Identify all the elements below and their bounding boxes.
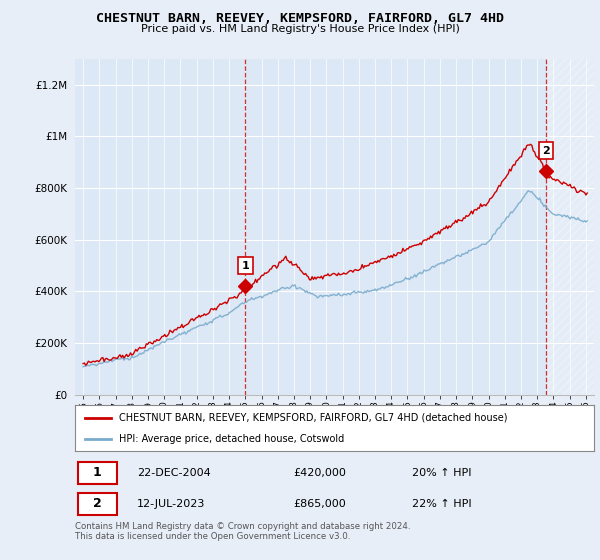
Text: Price paid vs. HM Land Registry's House Price Index (HPI): Price paid vs. HM Land Registry's House … bbox=[140, 24, 460, 34]
Text: CHESTNUT BARN, REEVEY, KEMPSFORD, FAIRFORD, GL7 4HD (detached house): CHESTNUT BARN, REEVEY, KEMPSFORD, FAIRFO… bbox=[119, 413, 508, 423]
Text: 22-DEC-2004: 22-DEC-2004 bbox=[137, 468, 211, 478]
Text: 12-JUL-2023: 12-JUL-2023 bbox=[137, 499, 206, 509]
Text: 22% ↑ HPI: 22% ↑ HPI bbox=[412, 499, 472, 509]
Text: 1: 1 bbox=[92, 466, 101, 479]
Text: 1: 1 bbox=[241, 260, 249, 270]
Text: £420,000: £420,000 bbox=[293, 468, 346, 478]
Text: Contains HM Land Registry data © Crown copyright and database right 2024.
This d: Contains HM Land Registry data © Crown c… bbox=[75, 522, 410, 542]
Text: £865,000: £865,000 bbox=[293, 499, 346, 509]
Text: CHESTNUT BARN, REEVEY, KEMPSFORD, FAIRFORD, GL7 4HD: CHESTNUT BARN, REEVEY, KEMPSFORD, FAIRFO… bbox=[96, 12, 504, 25]
FancyBboxPatch shape bbox=[77, 493, 116, 515]
Text: 2: 2 bbox=[542, 146, 550, 156]
Bar bbox=[546, 59, 594, 395]
Text: 2: 2 bbox=[92, 497, 101, 510]
Text: HPI: Average price, detached house, Cotswold: HPI: Average price, detached house, Cots… bbox=[119, 435, 344, 444]
FancyBboxPatch shape bbox=[77, 461, 116, 484]
Text: 20% ↑ HPI: 20% ↑ HPI bbox=[412, 468, 472, 478]
